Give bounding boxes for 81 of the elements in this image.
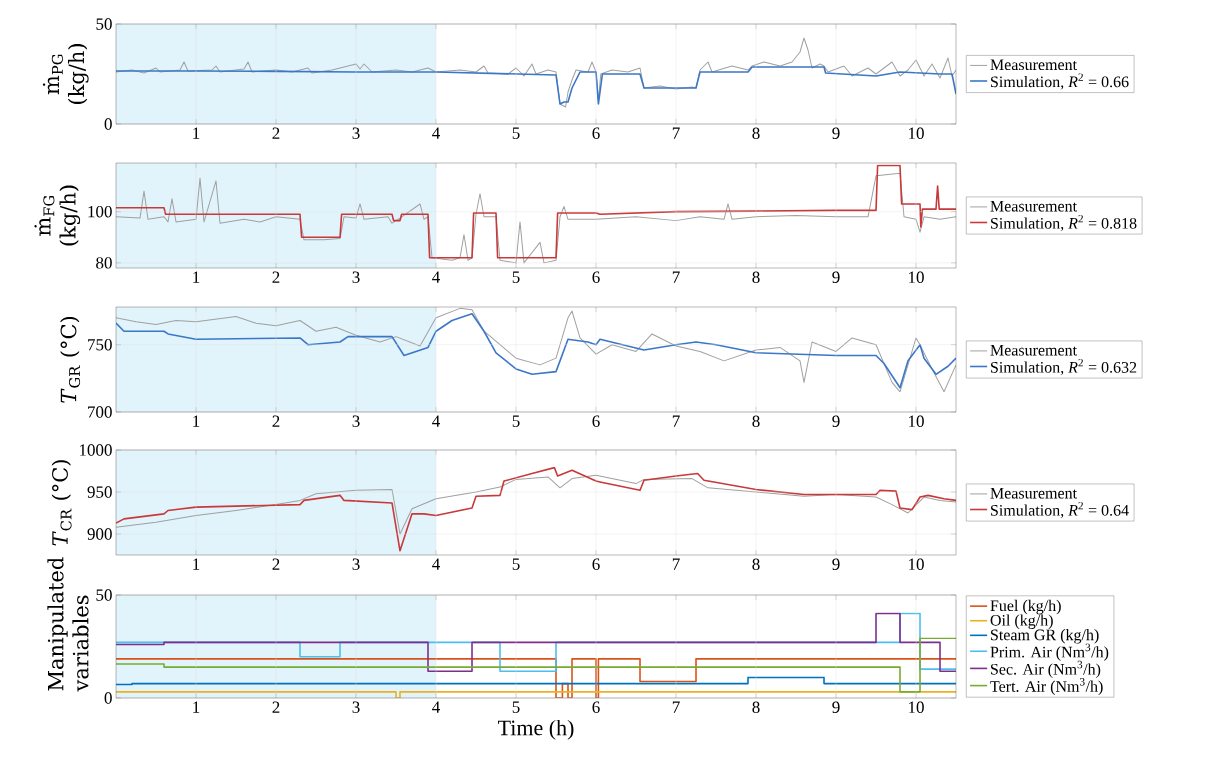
- x-tick-label: 1: [193, 415, 200, 427]
- x-tick-label: 2: [272, 127, 280, 139]
- x-tick-label: 10: [909, 271, 924, 284]
- x-tick-label: 4: [432, 701, 440, 713]
- y-axis-title: ṁ$_{FG}$ (kg/h): [34, 185, 81, 246]
- x-tick-label: 3: [352, 415, 360, 427]
- x-tick-label: 4: [432, 271, 440, 283]
- x-tick-label: 2: [272, 415, 280, 427]
- legend-label: Tert. Air (Nm$^{3}$/h): [990, 678, 1103, 696]
- x-tick-label: 7: [672, 415, 680, 427]
- x-tick-label: 6: [592, 415, 600, 427]
- y-tick-label: 50: [96, 589, 112, 601]
- legend-label: Simulation, R$^{2}$ = 0.66: [991, 73, 1129, 90]
- x-tick-label: 5: [512, 127, 520, 139]
- legend-label: Fuel (kg/h): [990, 599, 1061, 615]
- y-tick-label: 0: [104, 118, 112, 130]
- x-tick-label: 4: [432, 415, 440, 427]
- x-tick-label: 8: [752, 701, 760, 714]
- x-tick-label: 5: [512, 701, 520, 713]
- legend-label: Sec. Air (Nm$^{3}$/h): [991, 660, 1101, 678]
- x-tick-label: 8: [752, 271, 760, 284]
- y-axis-title: T$_{GR}$ (°C): [60, 316, 81, 403]
- x-tick-label: 4: [432, 558, 440, 570]
- x-tick-label: 3: [352, 701, 360, 713]
- y-tick-label: 900: [87, 528, 112, 540]
- x-tick-label: 1: [193, 558, 200, 570]
- x-tick-label: 8: [752, 558, 760, 571]
- y-tick-label: 950: [87, 486, 112, 498]
- x-tick-label: 10: [909, 415, 924, 428]
- x-tick-label: 4: [432, 127, 440, 139]
- y-tick-label: 750: [88, 338, 112, 351]
- x-tick-label: 6: [592, 558, 600, 570]
- x-tick-label: 8: [752, 415, 760, 428]
- x-tick-label: 9: [832, 127, 840, 139]
- y-axis-title: ṁ$_{PG}$ (kg/h): [42, 44, 89, 104]
- x-tick-label: 7: [672, 701, 680, 713]
- x-tick-label: 1: [193, 271, 200, 283]
- x-tick-label: 9: [832, 701, 840, 713]
- x-tick-label: 7: [672, 127, 680, 139]
- legend-label: Measurement: [990, 59, 1077, 71]
- legend-label: Measurement: [990, 344, 1077, 356]
- x-tick-label: 10: [909, 127, 924, 140]
- y-tick-label: 50: [96, 18, 112, 30]
- legend-label: Oil (kg/h): [990, 614, 1053, 629]
- x-tick-label: 7: [672, 271, 680, 283]
- legend-label: Measurement: [990, 200, 1077, 212]
- legend-label: Simulation, R$^{2}$ = 0.818: [991, 214, 1137, 232]
- x-tick-label: 9: [832, 271, 840, 283]
- legend-label: Prim. Air (Nm$^{3}$/h): [990, 643, 1109, 661]
- x-tick-label: 6: [592, 127, 600, 139]
- x-tick-label: 3: [352, 271, 360, 283]
- y-axis-title: T$_{CR}$ (°C): [51, 460, 72, 546]
- y-tick-label: 80: [96, 257, 112, 269]
- x-tick-label: 5: [512, 271, 520, 283]
- x-axis-title: Time (h): [498, 719, 574, 740]
- x-tick-label: 9: [832, 415, 840, 427]
- legend-label: Steam GR (kg/h): [991, 629, 1099, 644]
- x-tick-label: 2: [272, 701, 280, 713]
- x-tick-label: 6: [592, 701, 600, 713]
- legend-label: Simulation, R$^{2}$ = 0.632: [991, 358, 1137, 376]
- x-tick-label: 8: [752, 127, 760, 140]
- y-tick-label: 700: [88, 406, 112, 418]
- y-tick-label: 1000: [79, 444, 112, 456]
- y-tick-label: 0: [104, 692, 112, 704]
- x-tick-label: 3: [352, 558, 360, 570]
- x-tick-label: 2: [272, 271, 280, 283]
- x-tick-label: 1: [193, 127, 200, 139]
- x-tick-label: 9: [832, 558, 840, 570]
- x-tick-label: 5: [512, 415, 520, 427]
- x-tick-label: 6: [592, 271, 600, 283]
- x-tick-label: 1: [193, 701, 200, 713]
- x-tick-label: 5: [512, 558, 520, 570]
- x-tick-label: 10: [909, 558, 924, 571]
- x-tick-label: 3: [352, 127, 360, 139]
- legend-label: Measurement: [990, 487, 1077, 499]
- legend-label: Simulation, R$^{2}$ = 0.64: [991, 501, 1129, 519]
- x-tick-label: 10: [909, 701, 924, 714]
- y-axis-title: Manipulated variables: [47, 557, 89, 692]
- x-tick-label: 7: [672, 558, 680, 570]
- y-tick-label: 100: [88, 205, 112, 218]
- x-tick-label: 2: [272, 558, 280, 570]
